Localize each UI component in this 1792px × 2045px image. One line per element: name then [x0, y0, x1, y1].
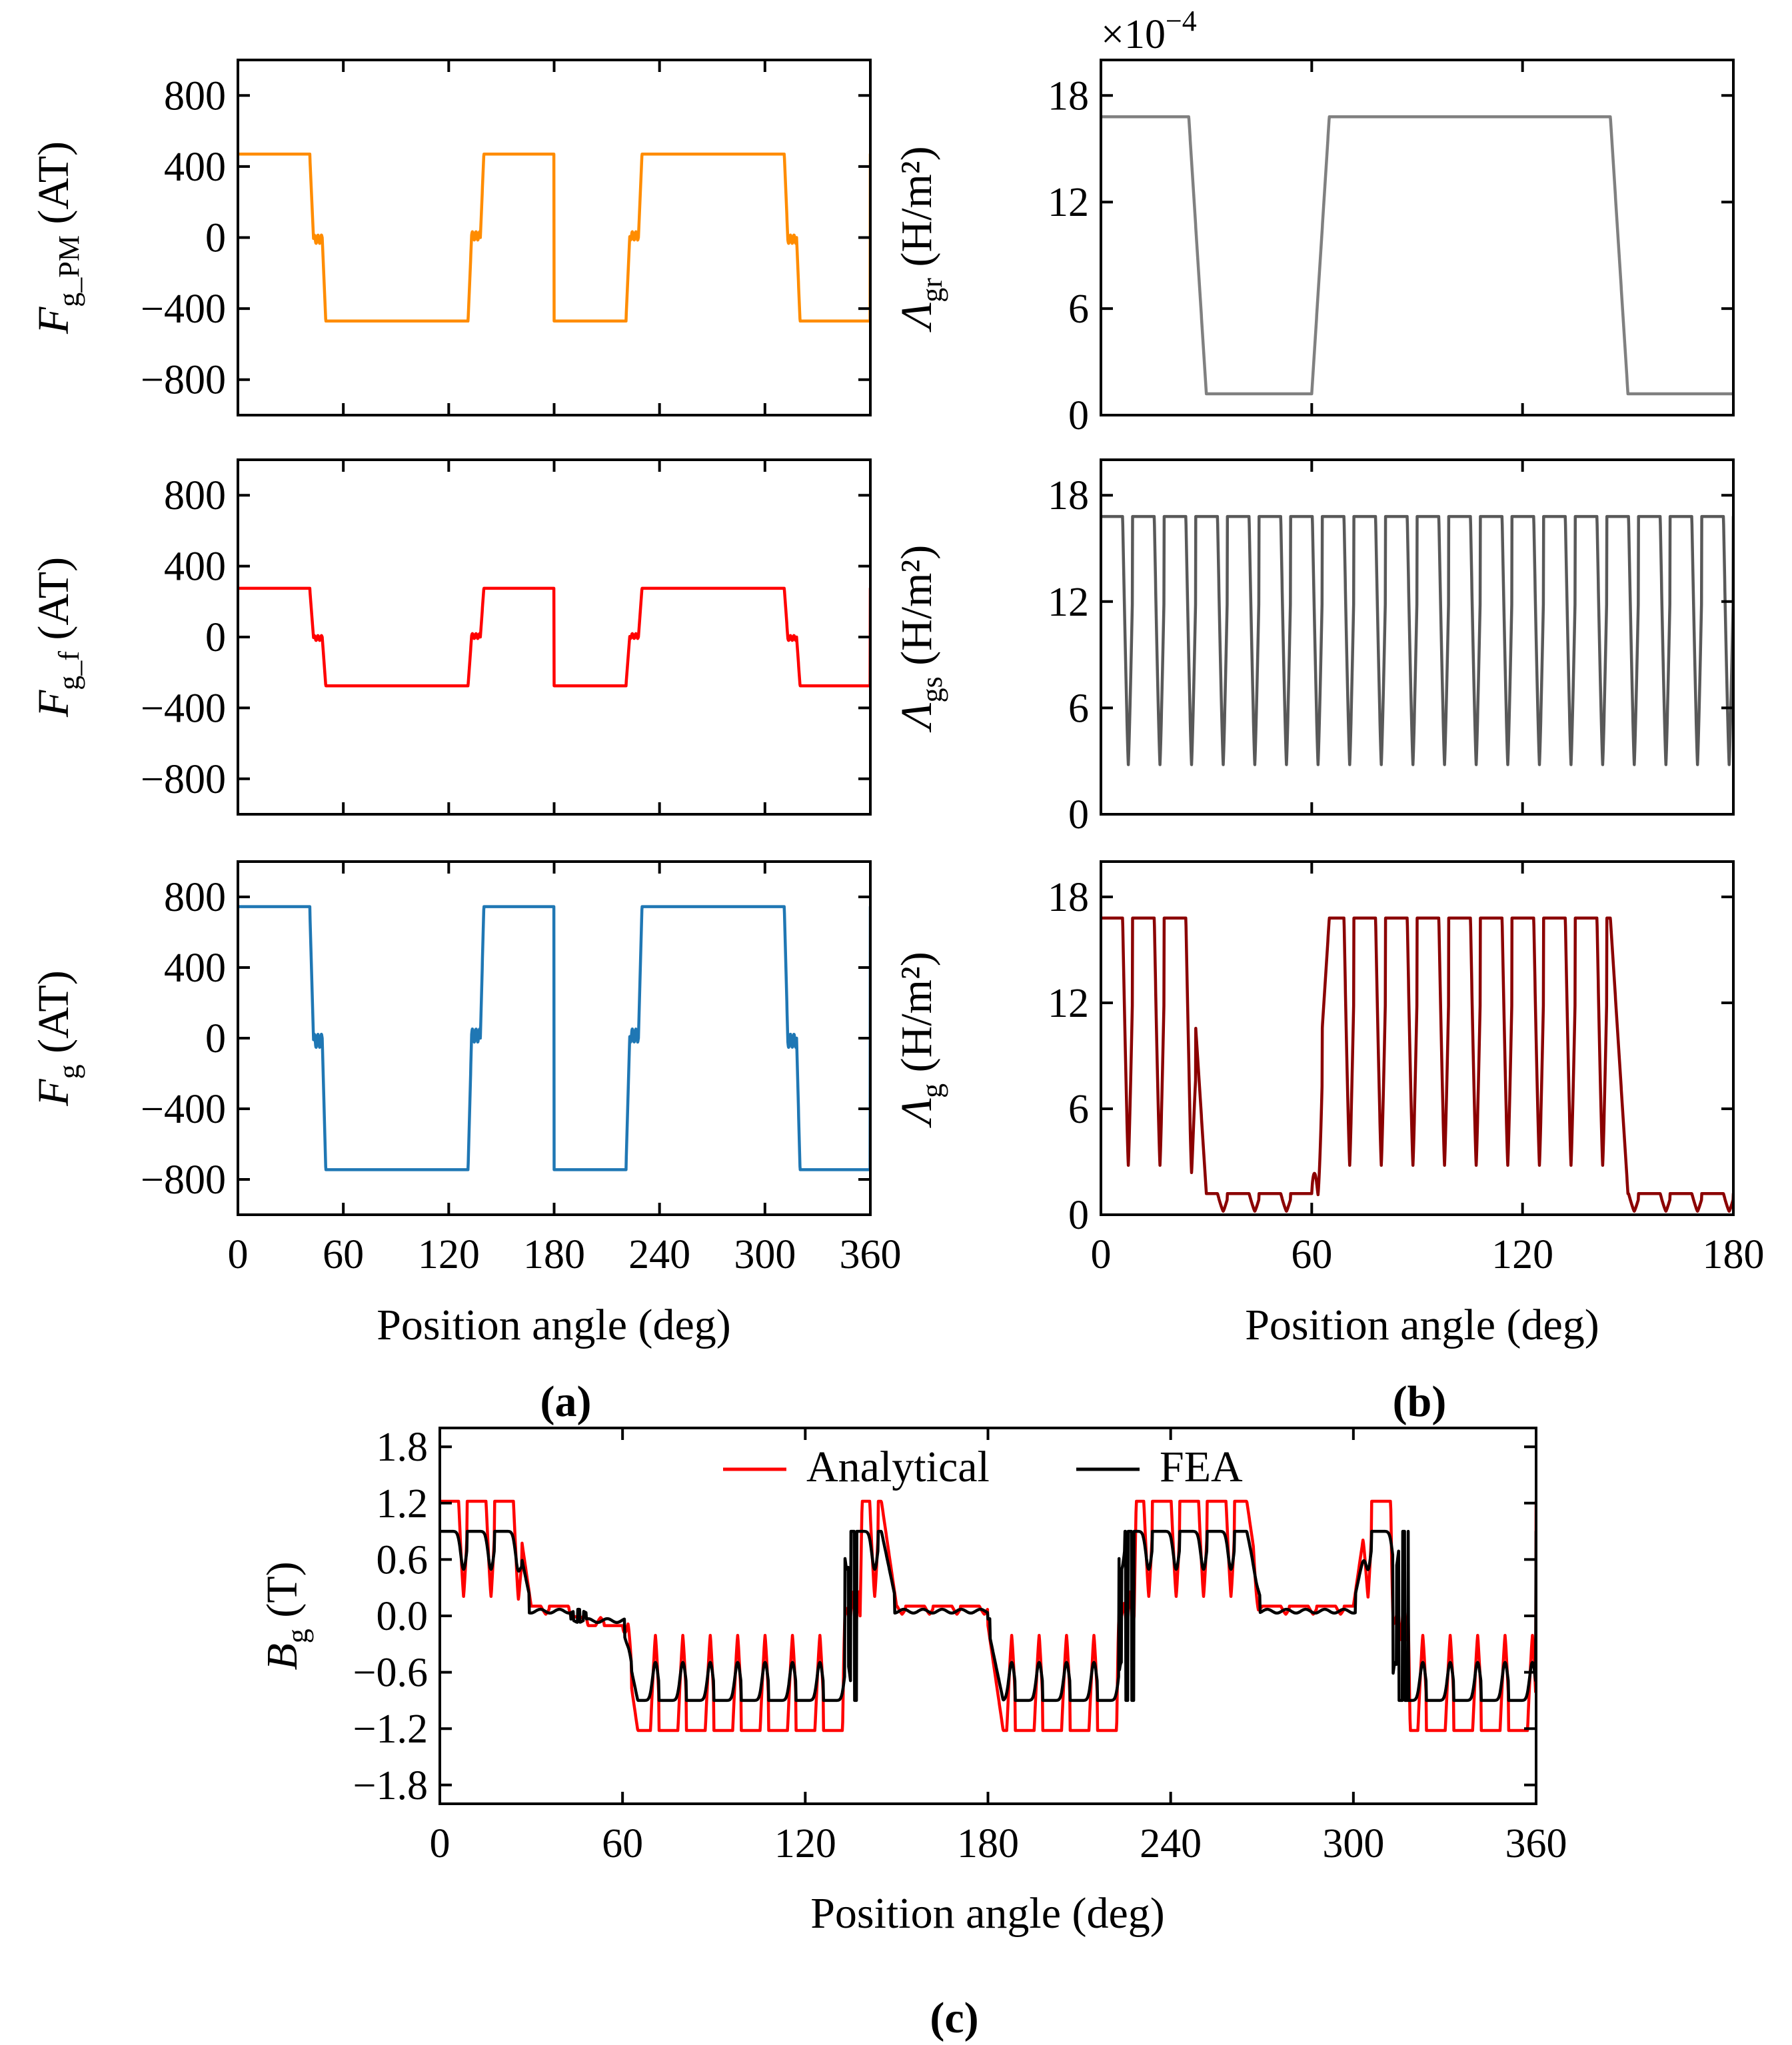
y-tick-label-b3: 6 — [1068, 1087, 1089, 1132]
y-tick-label-b1: 18 — [1048, 73, 1089, 119]
y-tick-label-c: 0.6 — [377, 1537, 429, 1583]
y-axis-label-a1: Fg_PM (AT) — [29, 141, 85, 335]
x-tick-label-c: 360 — [1505, 1821, 1567, 1866]
x-tick-label-a3: 60 — [323, 1232, 364, 1277]
legend-label-FEA: FEA — [1160, 1443, 1243, 1491]
y-tick-label-b2: 0 — [1068, 792, 1089, 838]
y-axis-label-b3: Λg (H/m²) — [892, 952, 948, 1128]
y-tick-label-b3: 18 — [1048, 875, 1089, 920]
y-tick-label-c: −1.8 — [353, 1763, 428, 1808]
y-tick-label-c: −0.6 — [353, 1651, 428, 1696]
chart-a2: −800 −400 0 400 800 Fg_f (AT) — [29, 458, 872, 816]
chart-a3: −800 −400 0 400 800 0 60 120 180 240 300 360 Fg (AT) — [29, 860, 902, 1277]
y-tick-label-b2: 18 — [1048, 473, 1089, 518]
y-tick-label-b2: 6 — [1068, 686, 1089, 731]
y-tick-label-a2: 400 — [164, 544, 226, 590]
y-tick-label-c: 1.8 — [377, 1425, 429, 1470]
panel-label-a: (a) — [540, 1377, 592, 1426]
chart-c: −1.8 −1.2 −0.6 0.0 0.6 1.2 1.8 0 60 120 180 240 300 3… — [258, 1425, 1567, 1866]
x-axis-label-c: Position angle (deg) — [810, 1889, 1165, 1938]
y-tick-label-c: 0.0 — [377, 1594, 429, 1639]
x-tick-label-a3: 0 — [228, 1232, 249, 1277]
y-tick-label-a2: −400 — [141, 686, 226, 731]
y-tick-label-a1: −400 — [141, 287, 226, 332]
x-tick-label-c: 240 — [1140, 1821, 1202, 1866]
y-tick-label-b1: 12 — [1048, 180, 1089, 225]
y-tick-label-b1: 0 — [1068, 393, 1089, 438]
y-tick-label-b3: 0 — [1068, 1193, 1089, 1238]
plot-frame-b1 — [1100, 59, 1735, 416]
series-line-b2-Λ_gs — [1101, 514, 1733, 766]
x-tick-label-a3: 180 — [523, 1232, 585, 1277]
y-tick-label-a2: 0 — [205, 615, 226, 660]
y-axis-label-a3: Fg (AT) — [29, 970, 85, 1106]
y-axis-label-b1: Λgr (H/m²) — [892, 146, 948, 333]
series-line-a2-F_g_f — [238, 586, 870, 688]
y-tick-label-a3: −400 — [141, 1087, 226, 1132]
y-axis-label-b2: Λgs (H/m²) — [892, 545, 948, 734]
x-tick-label-c: 180 — [957, 1821, 1019, 1866]
x-tick-label-b3: 120 — [1491, 1232, 1553, 1277]
y-tick-label-c: −1.2 — [353, 1706, 428, 1752]
y-tick-label-a3: 800 — [164, 875, 226, 920]
legend-label-Analytical: Analytical — [806, 1443, 990, 1491]
y-tick-label-a3: 0 — [205, 1016, 226, 1061]
panel-label-b: (b) — [1393, 1377, 1447, 1426]
panel-label-c: (c) — [930, 1994, 978, 2042]
y-tick-label-a3: −800 — [141, 1157, 226, 1203]
x-tick-label-c: 0 — [430, 1821, 450, 1866]
series-line-b1-Λ_gr — [1101, 115, 1733, 396]
series-line-a1-F_g_PM — [238, 152, 870, 323]
plot-frame-b3 — [1100, 860, 1735, 1216]
y-axis-label-a2: Fg_f (AT) — [29, 557, 85, 718]
y-tick-label-a2: 800 — [164, 473, 226, 518]
x-tick-label-c: 300 — [1322, 1821, 1384, 1866]
y-axis-label-c: Bg (T) — [258, 1561, 314, 1670]
x-axis-label-b: Position angle (deg) — [1245, 1301, 1599, 1349]
x-tick-label-b3: 60 — [1291, 1232, 1332, 1277]
y-tick-label-c: 1.2 — [377, 1481, 429, 1527]
chart-b2: 0 6 12 18 Λgs (H/m²) — [892, 458, 1735, 838]
y-tick-label-a1: 0 — [205, 216, 226, 261]
y-tick-label-b3: 12 — [1048, 981, 1089, 1026]
x-tick-label-a3: 300 — [734, 1232, 796, 1277]
series-line-b3-Λ_g — [1101, 916, 1733, 1213]
y-tick-label-b1: 6 — [1068, 287, 1089, 332]
x-tick-label-c: 60 — [602, 1821, 643, 1866]
series-line-c-Analytical — [440, 1499, 1536, 1732]
x-tick-label-c: 120 — [774, 1821, 836, 1866]
y-tick-label-a1: 800 — [164, 73, 226, 119]
series-line-a3-F_g — [238, 905, 870, 1171]
y-tick-label-b2: 12 — [1048, 580, 1089, 625]
chart-panels: −800 −400 0 400 800 Fg_PM (AT) −800 −400 0 400 800… — [29, 5, 1765, 1866]
y-tick-label-a2: −800 — [141, 757, 226, 802]
chart-a1: −800 −400 0 400 800 Fg_PM (AT) — [29, 59, 872, 416]
plot-frame-b2 — [1100, 458, 1735, 816]
x-tick-label-a3: 120 — [418, 1232, 480, 1277]
series-line-c-FEA — [440, 1529, 1536, 1703]
y-tick-label-a3: 400 — [164, 946, 226, 991]
x-tick-label-b3: 0 — [1091, 1232, 1112, 1277]
x-axis-label-a: Position angle (deg) — [377, 1301, 731, 1349]
y-tick-label-a1: −800 — [141, 358, 226, 403]
x-tick-label-b3: 180 — [1703, 1232, 1765, 1277]
x-tick-label-a3: 360 — [840, 1232, 902, 1277]
x-tick-label-a3: 240 — [628, 1232, 690, 1277]
y-tick-label-a1: 400 — [164, 145, 226, 190]
